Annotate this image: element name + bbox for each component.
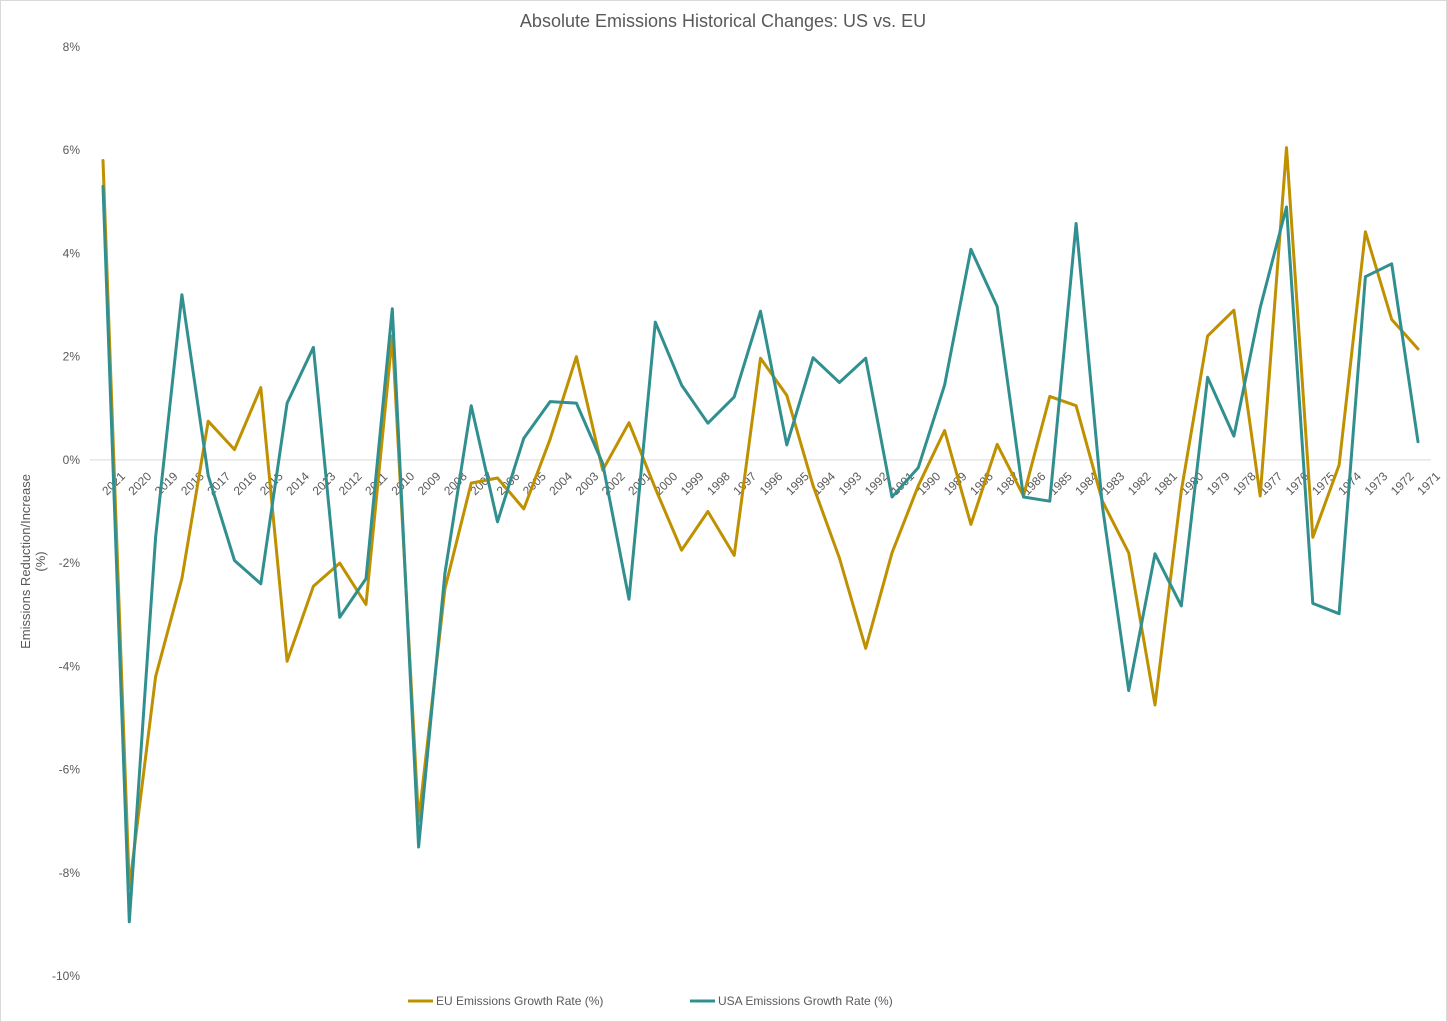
y-axis-title: Emissions Reduction/Increase(%) xyxy=(18,474,48,649)
x-tick-label: 2013 xyxy=(310,469,339,498)
series-line-eu xyxy=(101,146,1420,890)
series-line-usa xyxy=(101,184,1420,924)
x-tick-label: 2019 xyxy=(152,469,181,498)
y-tick-label: 6% xyxy=(63,143,81,157)
x-tick-label: 1982 xyxy=(1125,469,1154,498)
x-tick-label: 1995 xyxy=(783,469,812,498)
x-tick-label: 1979 xyxy=(1204,469,1233,498)
series-lines xyxy=(101,146,1420,924)
x-tick-label: 2020 xyxy=(126,469,155,498)
legend-label: USA Emissions Growth Rate (%) xyxy=(718,994,893,1008)
legend-item-usa: USA Emissions Growth Rate (%) xyxy=(690,994,893,1008)
x-tick-label: 2008 xyxy=(441,469,470,498)
legend: EU Emissions Growth Rate (%) USA Emission… xyxy=(408,994,893,1008)
y-tick-label: -4% xyxy=(59,659,81,673)
legend-item-eu: EU Emissions Growth Rate (%) xyxy=(408,994,603,1008)
x-tick-label: 1993 xyxy=(836,469,865,498)
x-tick-label: 1973 xyxy=(1362,469,1391,498)
x-tick-label: 1978 xyxy=(1230,469,1259,498)
y-tick-label: -10% xyxy=(52,969,80,983)
x-tick-label: 2004 xyxy=(546,469,575,498)
x-tick-label: 2000 xyxy=(652,469,681,498)
y-tick-label: 4% xyxy=(63,246,81,260)
y-tick-label: 0% xyxy=(63,453,81,467)
x-tick-label: 2010 xyxy=(389,469,418,498)
x-tick-label: 2012 xyxy=(336,469,365,498)
y-axis-label: Emissions Reduction/Increase(%) xyxy=(18,474,48,649)
y-tick-label: -2% xyxy=(59,556,81,570)
x-tick-label: 1996 xyxy=(757,469,786,498)
y-tick-label: 2% xyxy=(63,350,81,364)
x-tick-label: 2016 xyxy=(231,469,260,498)
y-axis-ticks: 8% 6% 4% 2% 0% -2% -4% -6% -8% -10% xyxy=(52,40,80,983)
legend-label: EU Emissions Growth Rate (%) xyxy=(436,994,603,1008)
y-tick-label: -6% xyxy=(59,763,81,777)
x-tick-label: 1981 xyxy=(1151,469,1180,498)
chart-title: Absolute Emissions Historical Changes: U… xyxy=(520,11,926,31)
x-axis-ticks: 2021202020192018201720162015201420132012… xyxy=(99,469,1443,498)
x-tick-label: 2009 xyxy=(415,469,444,498)
y-tick-label: 8% xyxy=(63,40,81,54)
x-tick-label: 1998 xyxy=(704,469,733,498)
x-tick-label: 1999 xyxy=(678,469,707,498)
x-tick-label: 2018 xyxy=(178,469,207,498)
x-tick-label: 2003 xyxy=(573,469,602,498)
x-tick-label: 1972 xyxy=(1388,469,1417,498)
x-tick-label: 2014 xyxy=(283,469,312,498)
y-tick-label: -8% xyxy=(59,866,81,880)
x-tick-label: 1971 xyxy=(1414,469,1443,498)
x-tick-label: 1983 xyxy=(1099,469,1128,498)
